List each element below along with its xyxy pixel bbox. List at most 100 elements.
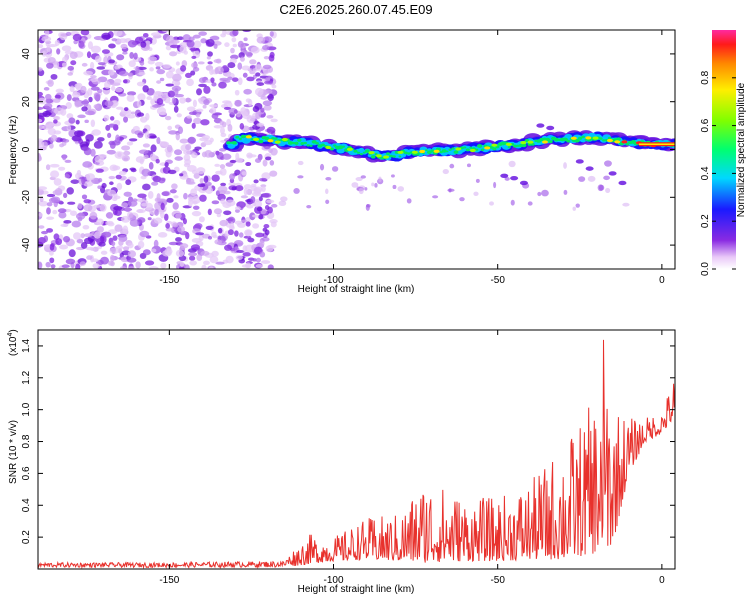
spectrogram-noise-blob [196, 88, 202, 96]
spectrogram-noise-blob [97, 185, 102, 189]
spectrogram-noise-blob [331, 166, 339, 172]
spectrogram-noise-blob [132, 125, 140, 132]
spectrogram-noise-blob [243, 184, 252, 190]
spectrogram-noise-blob [235, 185, 244, 192]
spectrogram-noise-blob [220, 198, 226, 205]
spectrogram-noise-blob [319, 163, 325, 171]
spectrogram-trace-cell [492, 147, 497, 151]
spectrogram-noise-blob [43, 86, 50, 91]
spectrogram-noise-blob [142, 32, 149, 38]
spectrogram-noise-blob [230, 47, 235, 54]
spectrogram-noise-blob [80, 241, 88, 249]
spectrogram-noise-blob [135, 261, 141, 269]
spectrogram-trace-cell [480, 148, 485, 152]
spectrogram-noise-blob [231, 186, 237, 191]
spectrogram-noise-blob [325, 199, 330, 204]
spectrogram-noise-blob [186, 181, 196, 185]
spectrogram-noise-blob [160, 262, 167, 269]
spectrogram-trace-cell [510, 175, 519, 181]
spectrogram-noise-blob [265, 156, 272, 161]
spectrogram-noise-blob [293, 188, 300, 194]
spectrogram-noise-blob [39, 196, 44, 203]
spectrogram-noise-blob [107, 69, 115, 76]
spectrogram-noise-blob [173, 105, 179, 113]
spectrogram-noise-blob [120, 43, 128, 50]
spectrogram-noise-blob [541, 189, 549, 197]
spectrogram-noise-blob [171, 97, 177, 104]
spectrogram-noise-blob [72, 91, 81, 98]
spectrogram-noise-blob [191, 152, 198, 159]
spectrogram-noise-blob [93, 104, 99, 109]
spectrogram-noise-blob [199, 177, 204, 184]
spectrogram-noise-blob [234, 230, 239, 237]
spectrogram-noise-blob [198, 83, 207, 88]
spectrogram-noise-blob [72, 33, 82, 42]
spectrogram-noise-blob [112, 165, 121, 171]
spectrogram-noise-blob [253, 187, 262, 195]
spectrogram-noise-blob [83, 99, 89, 107]
spectrogram-noise-blob [255, 257, 261, 263]
spectrogram-noise-blob [154, 201, 162, 210]
spectrogram-noise-blob [242, 252, 251, 257]
spectrogram-noise-blob [227, 124, 233, 132]
spectrogram-trace-cell [407, 152, 411, 155]
snr-axes: -150 -100 -50 0 0.2 0.4 0.6 0.8 1.0 1.2 1.4 [21, 330, 675, 586]
spectrogram-trace-cell [448, 148, 452, 151]
spectrogram-noise-blob [604, 160, 612, 167]
spectrogram-noise-blob [124, 107, 129, 112]
spectrogram-noise-blob [537, 191, 542, 197]
spectrogram-noise-blob [213, 208, 223, 215]
spectrogram-noise-blob [83, 70, 94, 76]
spectrogram-noise-blob [249, 59, 257, 65]
spectrogram-noise-blob [242, 112, 249, 116]
spectrogram-noise-blob [215, 261, 225, 265]
spectrogram-trace-cell [364, 149, 370, 153]
spectrogram-noise-blob [220, 126, 225, 135]
spectrogram-noise-blob [101, 32, 111, 40]
snr-xtick-label: -150 [159, 575, 179, 586]
spectrogram-noise-blob [111, 241, 116, 247]
spectrogram-noise-blob [211, 113, 219, 120]
spectrogram-noise-blob [510, 199, 515, 206]
spectrogram-noise-blob [159, 77, 165, 82]
spectrogram-noise-blob [166, 197, 174, 203]
spectrogram-noise-blob [297, 160, 304, 166]
spectrogram-noise-blob [198, 216, 205, 223]
spectrogram-noise-blob [45, 164, 51, 171]
spectrogram-noise-blob [137, 240, 145, 249]
spectrogram-noise-blob [378, 176, 382, 183]
spectrogram-noise-blob [73, 232, 82, 240]
spectrogram-noise-blob [122, 246, 130, 251]
spectrogram-noise-blob [62, 139, 70, 143]
spectrogram-ylabel: Frequency (Hz) [8, 116, 19, 185]
spectrogram-noise-blob [136, 81, 146, 87]
spectrogram-noise-blob [246, 115, 256, 123]
spectrogram-noise-blob [194, 146, 202, 150]
spectrogram-noise-blob [38, 140, 45, 148]
spectrogram-noise-blob [147, 190, 154, 199]
spectrogram-noise-blob [179, 97, 186, 104]
spectrogram-noise-blob [241, 171, 247, 176]
spectrogram-trace-cell [425, 149, 428, 152]
spectrogram-noise-blob [175, 249, 185, 258]
spectrogram-noise-blob [44, 30, 50, 37]
spectrogram-noise-blob [127, 39, 138, 48]
spectrogram-noise-blob [153, 239, 159, 248]
spectrogram-noise-blob [100, 235, 105, 243]
spectrogram-noise-blob [123, 150, 131, 156]
spectrogram-trace-cell [403, 151, 408, 155]
snr-ytick-label: 0.2 [21, 530, 32, 544]
spectrogram-noise-blob [52, 98, 61, 103]
spectrogram-noise-blob [220, 132, 227, 138]
spectrogram-noise-blob [38, 225, 45, 229]
spectrogram-noise-blob [38, 261, 43, 269]
spectrogram-noise-blob [108, 175, 116, 180]
spectrogram-noise-blob [156, 80, 162, 84]
spectrogram-noise-blob [62, 154, 67, 161]
spectrogram-trace-cell [513, 144, 518, 148]
spectrogram-noise-blob [173, 195, 179, 199]
spectrogram-trace-cell [451, 147, 455, 150]
spectrogram-noise-blob [185, 144, 192, 151]
spectrogram-trace-cell [507, 146, 511, 149]
spectrogram-noise-blob [201, 264, 207, 269]
